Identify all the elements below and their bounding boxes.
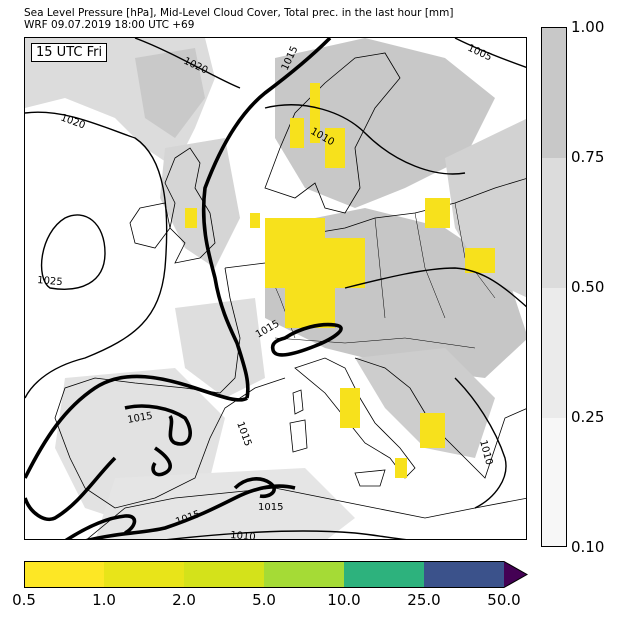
precip-cell [265, 218, 325, 288]
run-info: WRF 09.07.2019 18:00 UTC +69 [24, 19, 195, 31]
precip-colorbar [24, 561, 529, 588]
precip-bin-1 [104, 561, 184, 588]
coast-adriatic-balkans [354, 357, 526, 479]
precip-tick-label: 50.0 [487, 591, 521, 609]
cloud-tick-label: 0.10 [571, 538, 605, 556]
isobar-1015-east [344, 267, 526, 308]
precip-tick-label: 10.0 [327, 591, 361, 609]
isobar-label: 1010 [477, 439, 494, 466]
isobar-1010-africa [166, 530, 406, 539]
cloud-tick-label: 0.50 [571, 278, 605, 296]
isobar-1020-nw [134, 38, 241, 89]
coast-france-iberia [54, 267, 286, 509]
precip-cell [420, 413, 445, 448]
cloud-bin-075-100 [542, 28, 566, 158]
isobar-label: 1010 [230, 530, 256, 540]
cloud-tick-label: 0.25 [571, 408, 605, 426]
precip-tick-label: 1.0 [92, 591, 116, 609]
island-sardinia [289, 419, 308, 453]
precip-tick-label: 2.0 [172, 591, 196, 609]
island-sicily [354, 469, 386, 487]
isobar-label: 1025 [37, 275, 63, 288]
precip-bin-4 [344, 561, 424, 588]
cloud-patch-britain [160, 138, 240, 268]
precip-tick-label: 25.0 [407, 591, 441, 609]
cloud-cover-colorbar [541, 27, 567, 547]
precip-cell [310, 83, 320, 143]
coast-britain [164, 147, 216, 264]
precip-bin-extend [504, 561, 527, 588]
precip-bin-3 [264, 561, 344, 588]
precip-tick-label: 5.0 [252, 591, 276, 609]
cloud-cover-layer [25, 38, 526, 539]
cloud-tick-label: 0.75 [571, 148, 605, 166]
coast-ireland [129, 202, 171, 249]
isobar-1010-east [454, 377, 507, 509]
precip-cell [290, 118, 304, 148]
isobar-1015-spain [124, 404, 192, 446]
isobar-1015-main [201, 38, 332, 399]
precip-bin-2 [184, 561, 264, 588]
isobars-thick [25, 38, 343, 539]
isobar-1020-w [25, 111, 168, 399]
valid-time-label: 15 UTC Fri [31, 43, 108, 62]
cloud-patch-east [445, 118, 526, 298]
precip-cell [395, 458, 407, 478]
coast-north-africa [86, 487, 526, 539]
isobar-label: 1015 [127, 411, 154, 426]
weather-map: 1020 1020 1025 1015 1010 1005 1015 1015 … [24, 37, 527, 540]
precip-cell [250, 213, 260, 228]
isobar-label: 1005 [466, 43, 494, 64]
island-corsica [292, 389, 304, 415]
precip-tick-label: 0.5 [12, 591, 36, 609]
isobar-label: 1020 [59, 112, 87, 131]
isobar-1015-algeria [233, 477, 276, 499]
cloud-bin-010-025 [542, 418, 566, 546]
precip-bin-5 [424, 561, 504, 588]
isobar-label: 1015 [258, 502, 283, 513]
isobar-1015-spain-s [151, 446, 172, 477]
precip-cell [325, 238, 365, 288]
precip-cell [340, 388, 360, 428]
precip-cell [285, 288, 335, 328]
isobar-1015-atlantic [25, 374, 249, 479]
isobars-thin [25, 38, 526, 539]
isobar-1015-loop-w [25, 456, 117, 521]
isobar-1010-scand [264, 104, 466, 175]
precip-bin-0 [24, 561, 104, 588]
cloud-bin-025-050 [542, 288, 566, 418]
precip-cell [465, 248, 495, 273]
isobar-1015-sw [64, 514, 137, 539]
precip-cell [425, 198, 450, 228]
precipitation-layer [185, 83, 495, 478]
isobar-1015-alps [270, 322, 343, 357]
precip-bar-outline [24, 561, 529, 588]
cloud-patch-bay-of-biscay [175, 298, 265, 398]
map-canvas: 1020 1020 1025 1015 1010 1005 1015 1015 … [25, 38, 526, 540]
isobar-label: 1015 [254, 318, 282, 340]
isobar-1005 [454, 38, 526, 69]
precip-cell [325, 128, 345, 168]
chart-title: Sea Level Pressure [hPa], Mid-Level Clou… [24, 7, 454, 19]
cloud-patch-balkans [355, 348, 495, 458]
isobar-1015-africa [85, 484, 296, 539]
isobar-label: 1015 [234, 420, 253, 448]
cloud-tick-label: 1.00 [571, 18, 605, 36]
coast-scandinavia [264, 52, 401, 214]
precip-cell [185, 208, 197, 228]
cloud-bin-050-075 [542, 158, 566, 288]
cloud-patch-iceland [135, 48, 205, 138]
isobar-1025 [40, 214, 106, 290]
